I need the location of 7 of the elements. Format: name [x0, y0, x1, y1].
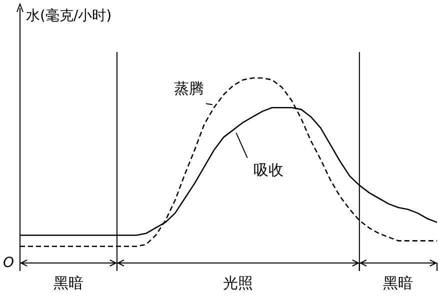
annotation: O — [2, 255, 14, 271]
annotation: 光照 — [223, 274, 254, 292]
y-axis-title: 水(毫克/小时) — [26, 8, 112, 24]
legend-label: 吸收 — [253, 160, 284, 179]
series-label: 蒸腾 — [174, 80, 204, 98]
annotation: 黑暗 — [383, 274, 414, 292]
annotation: 黑暗 — [54, 274, 84, 292]
